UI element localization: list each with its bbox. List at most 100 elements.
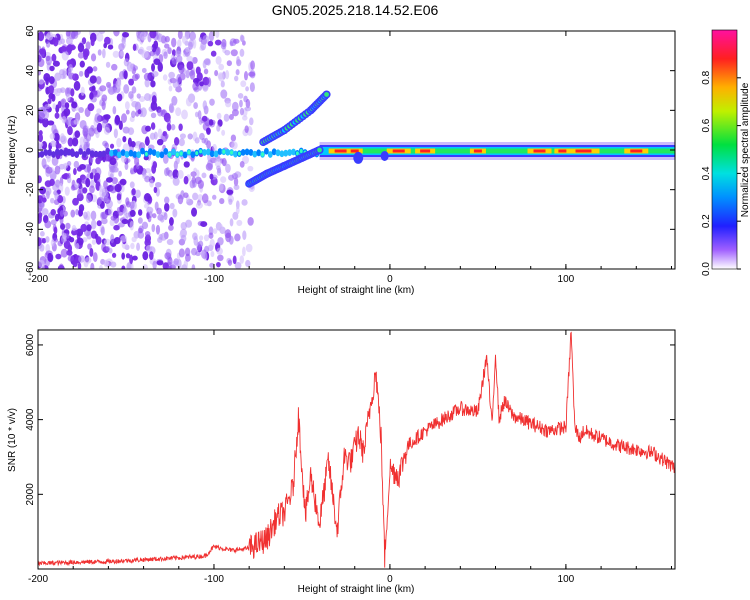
noise-blob [71,31,79,40]
noise-blob [185,47,190,53]
noise-blob [57,240,63,247]
noise-blob [209,238,215,249]
noise-blob [38,195,43,201]
noise-blob [244,106,252,112]
noise-blob [153,40,159,49]
noise-blob [77,42,85,53]
noise-blob [151,63,155,72]
noise-blob [50,239,55,247]
noise-blob [73,80,81,91]
noise-blob [116,137,122,148]
noise-blob [210,50,217,57]
noise-blob [84,256,92,264]
noise-blob [216,124,221,132]
noise-blob [57,100,62,109]
noise-blob [199,81,204,87]
band-dot [58,149,64,156]
noise-blob [156,207,162,215]
noise-blob [101,243,107,252]
band-dot [62,149,68,157]
noise-blob [141,221,149,230]
noise-blob [230,134,237,142]
noise-blob [92,252,98,263]
noise-blob [85,177,91,188]
noise-blob [242,230,247,241]
band-dot [275,149,281,157]
noise-blob [100,226,105,236]
noise-blob [137,217,143,224]
noise-blob [128,78,135,86]
noise-blob [144,78,150,88]
noise-blob [228,235,234,245]
band-dot [171,148,176,156]
noise-blob [103,127,111,135]
snr-y-label: SNR (10 * v/v) [7,408,18,472]
noise-blob [177,39,182,48]
noise-blob [83,50,89,60]
noise-blob [38,70,42,76]
colorbar: 0.0 0.2 0.4 0.6 0.8 Normalized spectral ampl… [701,29,750,276]
noise-blob [193,102,198,110]
y-tick-label: 6000 [25,333,36,356]
noise-blob [172,169,179,180]
noise-blob [45,41,51,48]
noise-blob [239,107,245,116]
noise-blob [49,133,56,140]
noise-blob [239,161,245,168]
band-dot [97,150,103,158]
noise-blob [67,137,74,147]
noise-blob [65,222,71,230]
noise-blob [129,201,135,209]
noise-blob [237,92,244,99]
noise-blob [207,40,214,47]
y-tick-label: 4000 [25,408,36,431]
noise-blob [73,167,77,176]
band-dot [132,151,138,158]
noise-blob [175,107,182,117]
noise-blob [112,50,120,58]
noise-blob [41,237,47,244]
noise-blob [105,61,111,68]
noise-blob [221,129,226,136]
noise-blob [191,264,196,269]
noise-blob [195,136,200,143]
noise-blob [212,143,217,152]
noise-blob [235,69,240,76]
noise-blob [99,264,103,269]
noise-blob [231,141,238,150]
noise-blob [79,60,85,68]
upper-branch-dot-core [324,92,329,97]
x-tick-label: -100 [204,574,224,585]
noise-blob [72,197,79,206]
noise-blob [157,128,163,139]
noise-blob [131,100,139,108]
noise-blob [76,177,82,185]
noise-blob [120,235,128,243]
noise-blob [166,238,174,246]
noise-blob [98,185,104,193]
noise-blob [157,62,163,73]
noise-blob [180,234,187,243]
noise-blob [226,189,234,195]
noise-blob [169,202,175,210]
noise-blob [78,70,84,77]
colorbar-label: Normalized spectral amplitude [740,82,750,217]
noise-blob [95,157,101,165]
noise-blob [109,219,115,227]
noise-blob [197,240,204,248]
band-peak [473,149,482,153]
noise-blob [61,163,68,170]
noise-blob [134,189,141,198]
noise-blob [207,159,213,170]
noise-blob [168,224,174,231]
noise-blob [58,263,64,269]
noise-blob [186,55,194,62]
noise-blob [192,192,199,201]
noise-blob [57,143,62,149]
noise-blob [185,97,192,107]
noise-blob [70,88,75,97]
noise-blob [75,242,80,250]
colorbar-tick-label: 0.0 [701,262,712,276]
noise-blob [195,202,203,209]
noise-blob [150,112,157,119]
